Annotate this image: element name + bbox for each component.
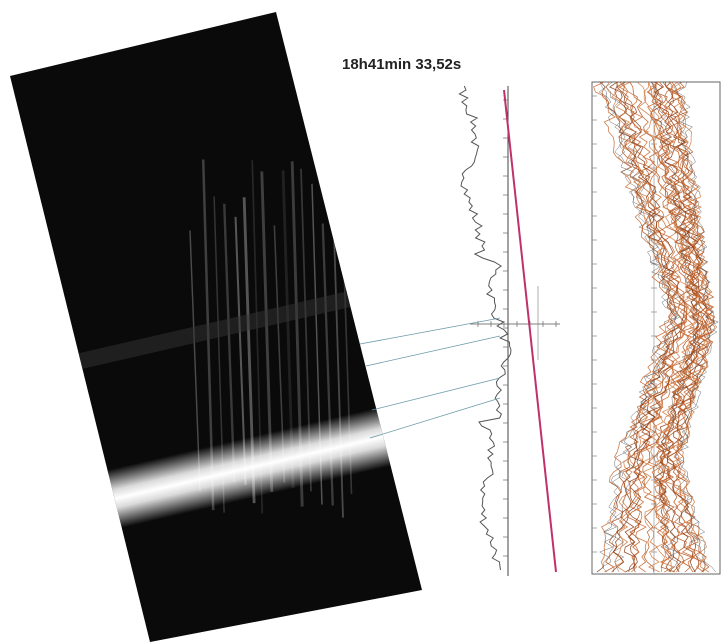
tangle-traces [593,82,719,573]
spectral-line [189,230,201,492]
trace [600,82,678,573]
trace [653,82,702,573]
trace [616,82,686,573]
trace [611,82,683,573]
trace [605,82,681,573]
axis-ticks [592,95,657,553]
trace [608,82,681,573]
profile-plot [359,85,560,576]
leader-lines [359,317,501,439]
trace [593,82,675,573]
axis-ticks [477,99,557,557]
tangle-plot [591,81,721,575]
trace [672,82,716,573]
plot-title: 18h41min 33,52s [342,56,461,73]
trace [650,82,703,573]
trace [648,82,702,573]
trace [629,82,695,573]
faint-band [30,278,405,380]
trace [618,82,688,573]
trace [675,82,719,573]
trace [671,82,714,573]
panel-frame [591,81,721,575]
spectral-line [223,203,236,483]
trace [661,82,710,573]
trace [652,82,700,573]
trace [673,82,718,573]
bright-band [57,395,422,540]
spectrum-image [10,12,422,642]
red-line [503,89,557,573]
intensity-trace [458,85,512,571]
trace [665,82,716,573]
trace [619,82,688,573]
